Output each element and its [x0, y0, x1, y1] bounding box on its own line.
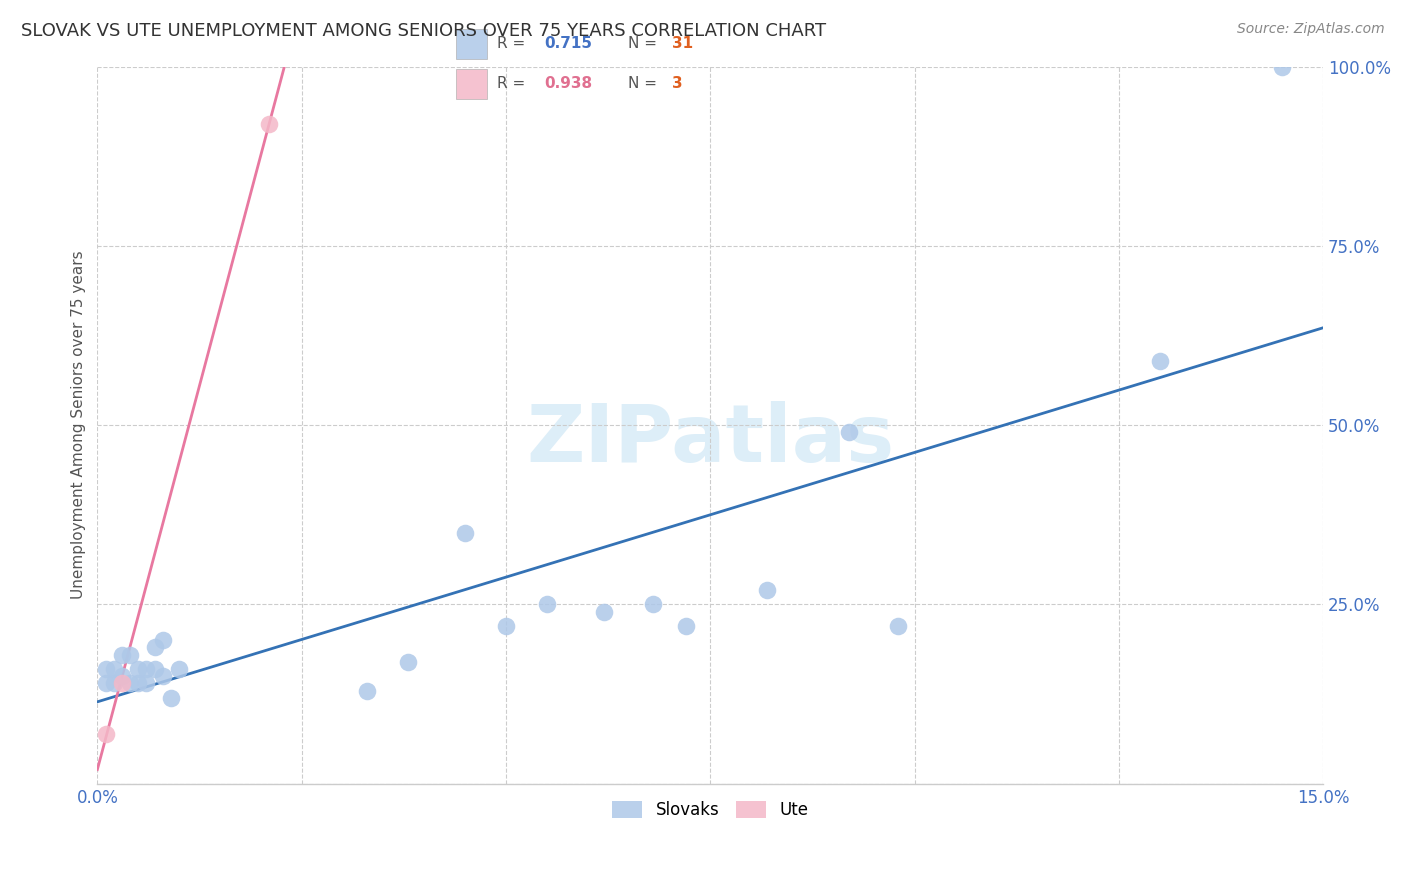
- Point: [94, 726, 117, 740]
- Point: [756, 583, 779, 598]
- Point: [94, 676, 117, 690]
- Point: [103, 676, 125, 690]
- Point: [152, 633, 174, 648]
- Point: [1271, 60, 1294, 74]
- Point: [143, 662, 166, 676]
- Point: [641, 598, 664, 612]
- Text: 0.938: 0.938: [544, 76, 592, 91]
- Point: [887, 619, 910, 633]
- Text: SLOVAK VS UTE UNEMPLOYMENT AMONG SENIORS OVER 75 YEARS CORRELATION CHART: SLOVAK VS UTE UNEMPLOYMENT AMONG SENIORS…: [21, 22, 827, 40]
- Point: [160, 690, 183, 705]
- Point: [118, 648, 141, 662]
- Text: R =: R =: [496, 36, 530, 51]
- Text: 31: 31: [672, 36, 693, 51]
- Point: [111, 648, 134, 662]
- Point: [454, 525, 477, 540]
- Point: [675, 619, 697, 633]
- Legend: Slovaks, Ute: Slovaks, Ute: [606, 794, 815, 826]
- Point: [257, 117, 280, 131]
- Point: [94, 662, 117, 676]
- Point: [396, 655, 419, 669]
- Point: [536, 598, 558, 612]
- Text: ZIPatlas: ZIPatlas: [526, 401, 894, 478]
- Text: N =: N =: [628, 76, 662, 91]
- Text: N =: N =: [628, 36, 662, 51]
- Y-axis label: Unemployment Among Seniors over 75 years: Unemployment Among Seniors over 75 years: [72, 251, 86, 599]
- Point: [1149, 353, 1171, 368]
- Point: [127, 676, 149, 690]
- Point: [127, 662, 149, 676]
- Point: [111, 669, 134, 683]
- Point: [135, 662, 157, 676]
- Point: [356, 683, 378, 698]
- FancyBboxPatch shape: [457, 69, 486, 99]
- Point: [118, 676, 141, 690]
- Text: 0.715: 0.715: [544, 36, 592, 51]
- Point: [593, 605, 616, 619]
- Point: [103, 662, 125, 676]
- Text: R =: R =: [496, 76, 530, 91]
- Point: [135, 676, 157, 690]
- Point: [838, 425, 860, 440]
- Text: 3: 3: [672, 76, 683, 91]
- Point: [495, 619, 517, 633]
- Text: Source: ZipAtlas.com: Source: ZipAtlas.com: [1237, 22, 1385, 37]
- Point: [152, 669, 174, 683]
- FancyBboxPatch shape: [457, 29, 486, 59]
- Point: [143, 640, 166, 655]
- Point: [111, 676, 134, 690]
- Point: [167, 662, 190, 676]
